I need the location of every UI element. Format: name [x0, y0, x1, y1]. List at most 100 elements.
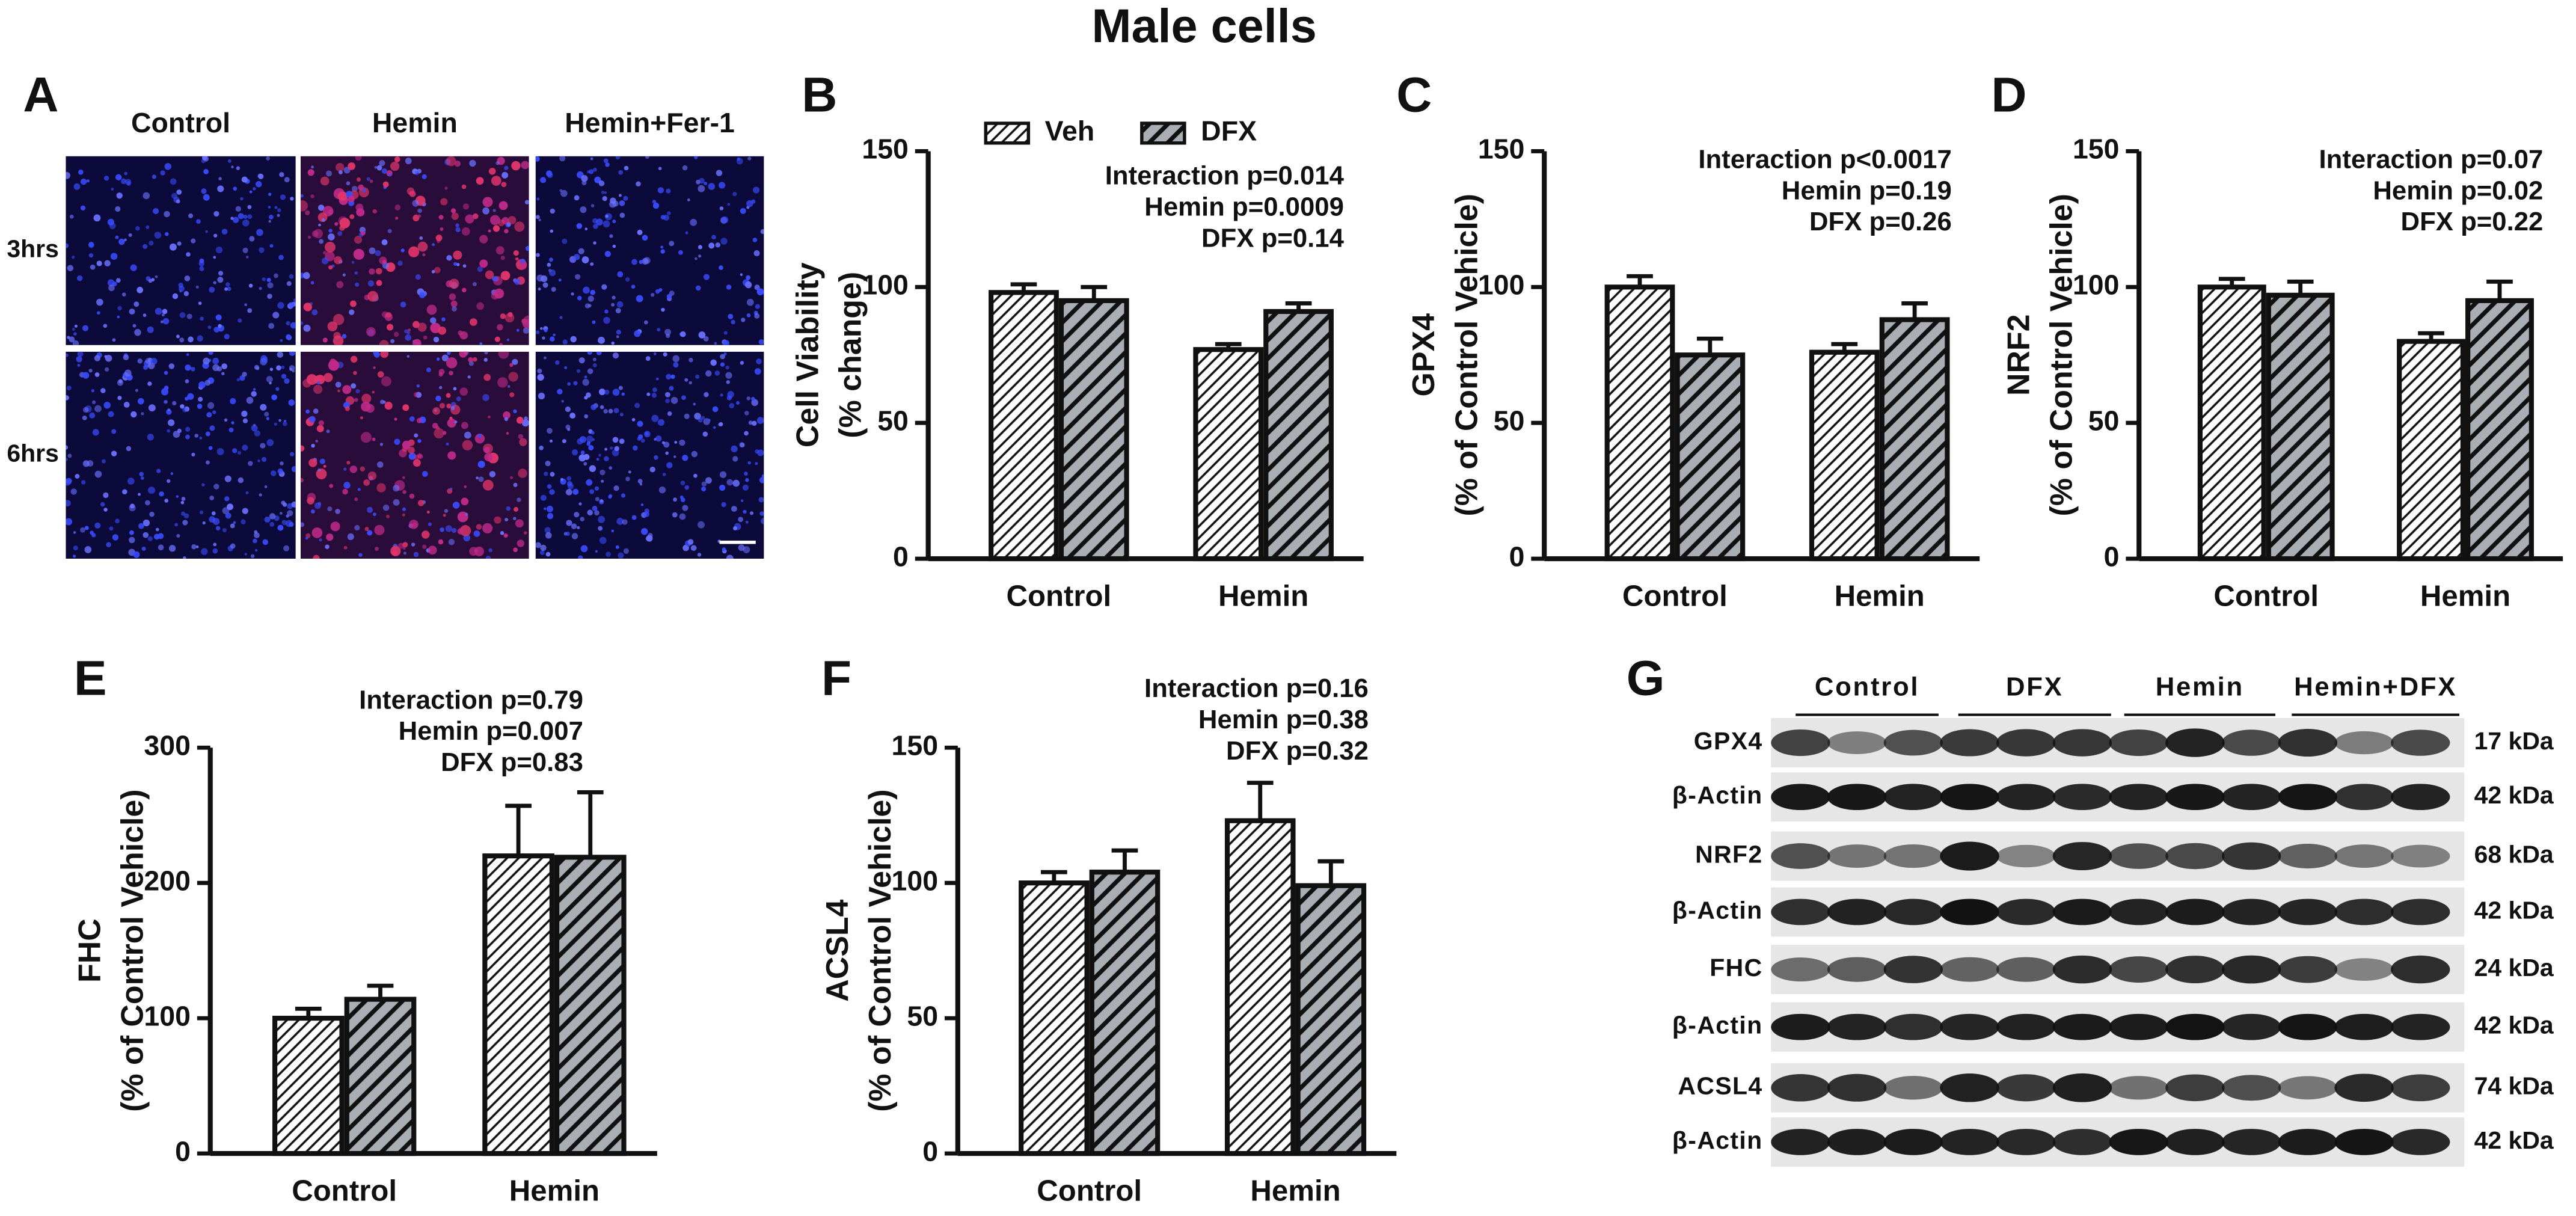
column-label: Control — [131, 107, 230, 138]
blot-strip — [1771, 1117, 2465, 1167]
y-tick-label: 300 — [144, 729, 190, 761]
bar — [1224, 818, 1296, 1156]
blot-label: FHC — [1710, 954, 1762, 981]
blot-label: β-Actin — [1672, 1012, 1763, 1039]
micrographs — [66, 156, 764, 559]
y-tick-label: 50 — [907, 1000, 938, 1031]
annotation: DFX p=0.14 — [1201, 224, 1345, 253]
bar — [482, 853, 554, 1156]
bar — [1058, 298, 1129, 562]
y-axis-label: (% of Control Vehicle) — [863, 789, 898, 1111]
bar — [272, 1016, 345, 1156]
y-tick-label: 50 — [877, 405, 909, 436]
annotation: Hemin p=0.0009 — [1144, 192, 1344, 222]
figure-title: Male cells — [1091, 0, 1316, 52]
blot-strip — [1771, 831, 2465, 881]
y-tick-label: 0 — [1509, 541, 1525, 572]
annotation: DFX p=0.83 — [441, 748, 583, 777]
x-tick-label: Control — [1622, 580, 1728, 613]
y-axis-label: (% of Control Vehicle) — [1449, 194, 1484, 516]
annotation: Hemin p=0.007 — [399, 716, 583, 746]
bar — [1604, 284, 1675, 562]
blot-size: 74 kDa — [2474, 1072, 2554, 1100]
annotation: Hemin p=0.19 — [1782, 176, 1952, 205]
y-tick-label: 150 — [1478, 134, 1524, 165]
y-axis-label: Cell Viability — [791, 262, 826, 447]
annotation: Interaction p=0.014 — [1105, 161, 1345, 191]
y-tick-label: 100 — [1478, 269, 1524, 301]
y-tick-label: 200 — [144, 865, 190, 896]
bar — [2465, 298, 2534, 562]
group-label: Control — [1815, 672, 1919, 701]
row-label: 3hrs — [7, 235, 59, 263]
blot-label: β-Actin — [1672, 781, 1763, 809]
bar — [1193, 347, 1264, 562]
row-label: 6hrs — [7, 440, 59, 467]
bar — [1019, 880, 1090, 1156]
x-tick-label: Control — [2213, 580, 2319, 613]
y-tick-label: 100 — [862, 269, 908, 301]
blot-label: NRF2 — [1695, 840, 1762, 868]
legend-label: Veh — [1045, 115, 1095, 147]
x-tick-label: Hemin — [1250, 1175, 1340, 1208]
legend-label: DFX — [1201, 115, 1257, 147]
x-tick-label: Hemin — [2420, 580, 2510, 613]
bar — [1263, 309, 1334, 562]
annotation: Interaction p<0.0017 — [1698, 144, 1951, 174]
y-axis-label: GPX4 — [1406, 313, 1441, 397]
bar — [1295, 883, 1367, 1156]
blot-strip — [1771, 772, 2465, 822]
y-axis-label: (% of Control Vehicle) — [2044, 194, 2079, 516]
legend-swatch — [1140, 121, 1186, 145]
annotation: Hemin p=0.02 — [2373, 176, 2543, 205]
bar — [2266, 292, 2335, 562]
column-label: Hemin — [372, 107, 458, 138]
bar — [1809, 349, 1880, 562]
group-label: Hemin+DFX — [2294, 672, 2457, 701]
blot-strip — [1771, 718, 2465, 768]
y-axis-label: NRF2 — [2001, 314, 2036, 396]
panel-label: A — [23, 68, 58, 123]
annotation: Interaction p=0.16 — [1144, 674, 1369, 703]
blot-strip — [1771, 945, 2465, 995]
blot-strip — [1771, 1002, 2465, 1052]
bar — [2197, 284, 2266, 562]
annotation: Hemin p=0.38 — [1198, 705, 1369, 734]
bar — [989, 290, 1059, 562]
blot-size: 24 kDa — [2474, 954, 2554, 981]
panel-label: E — [74, 651, 107, 706]
y-tick-label: 150 — [892, 729, 938, 761]
blot-size: 42 kDa — [2474, 1126, 2554, 1154]
x-tick-label: Hemin — [1218, 580, 1308, 613]
panel-label: F — [821, 651, 851, 706]
blot-label: β-Actin — [1672, 1126, 1763, 1154]
bar — [1879, 317, 1950, 562]
y-tick-label: 0 — [175, 1135, 191, 1167]
blot-size: 68 kDa — [2474, 840, 2554, 868]
micrograph — [66, 351, 296, 559]
panel-label: G — [1627, 651, 1665, 706]
blot-size: 17 kDa — [2474, 727, 2554, 755]
blot-size: 42 kDa — [2474, 896, 2554, 924]
y-tick-label: 100 — [892, 865, 938, 896]
y-axis-label: (% of Control Vehicle) — [115, 789, 150, 1111]
x-tick-label: Control — [1037, 1175, 1142, 1208]
blot-strip — [1771, 1063, 2465, 1113]
y-tick-label: 100 — [144, 1000, 190, 1031]
annotation: DFX p=0.32 — [1226, 736, 1369, 766]
bar — [344, 996, 417, 1156]
panel-label: B — [802, 68, 837, 123]
y-axis-label: ACSL4 — [820, 899, 855, 1001]
y-tick-label: 150 — [862, 134, 908, 165]
x-tick-label: Control — [292, 1175, 397, 1208]
bar — [1089, 870, 1161, 1156]
y-axis-label: (% change) — [833, 272, 868, 438]
bar — [554, 855, 627, 1156]
y-tick-label: 0 — [2104, 541, 2120, 572]
blot-label: GPX4 — [1694, 727, 1763, 755]
y-tick-label: 0 — [893, 541, 909, 572]
y-tick-label: 100 — [2073, 269, 2119, 301]
bar — [2397, 339, 2466, 562]
